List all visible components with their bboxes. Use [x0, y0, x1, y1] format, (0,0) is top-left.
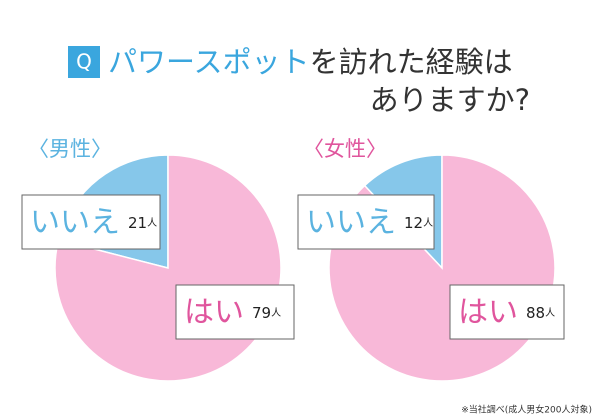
title-highlight: パワースポット	[108, 45, 310, 79]
q-badge	[68, 46, 100, 78]
unit-label: 人	[271, 307, 281, 319]
category-label: はい	[458, 295, 518, 330]
value-label: 79	[252, 304, 271, 322]
data-label: いいえ 21人	[30, 205, 157, 240]
label-box	[175, 284, 295, 340]
category-label: いいえ	[306, 205, 396, 240]
category-label: はい	[184, 295, 244, 330]
value-label: 12	[404, 214, 423, 232]
unit-label: 人	[423, 217, 433, 229]
data-label: はい 88人	[458, 295, 555, 330]
unit-label: 人	[545, 307, 555, 319]
value-label: 21	[128, 214, 147, 232]
data-label: いいえ 12人	[306, 205, 433, 240]
pie-title: 〈女性〉	[303, 137, 387, 161]
pie-title: 〈男性〉	[28, 137, 112, 161]
data-label: はい 79人	[184, 295, 281, 330]
value-label: 88	[526, 304, 545, 322]
title-line2: ありますか?	[370, 83, 530, 117]
badge-text: Q	[76, 50, 92, 74]
title: パワースポットを訪れた経験は	[108, 45, 513, 79]
title-rest: を訪れた経験は	[310, 45, 513, 79]
category-label: いいえ	[30, 205, 120, 240]
label-box	[21, 194, 161, 250]
pie-slice	[328, 154, 556, 382]
label-box	[297, 194, 435, 250]
unit-label: 人	[147, 217, 157, 229]
footnote: ※当社調べ(成人男女200人対象)	[461, 404, 592, 416]
label-box	[449, 284, 565, 340]
